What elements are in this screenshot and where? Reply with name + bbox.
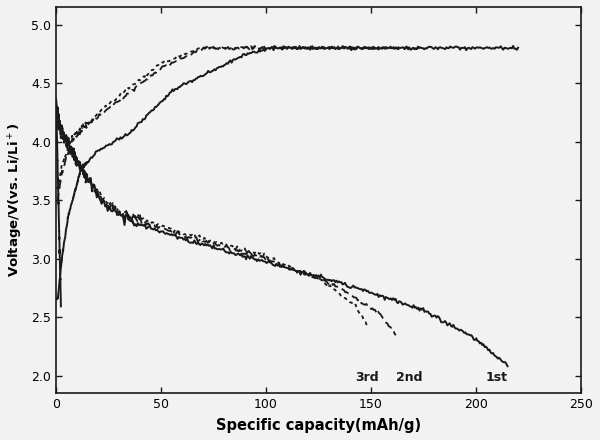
X-axis label: Specific capacity(mAh/g): Specific capacity(mAh/g): [216, 418, 421, 433]
Text: 2nd: 2nd: [395, 371, 422, 384]
Y-axis label: Voltage/V(vs. Li/Li$^+$): Voltage/V(vs. Li/Li$^+$): [7, 123, 25, 277]
Text: 1st: 1st: [486, 371, 508, 384]
Text: 3rd: 3rd: [355, 371, 379, 384]
